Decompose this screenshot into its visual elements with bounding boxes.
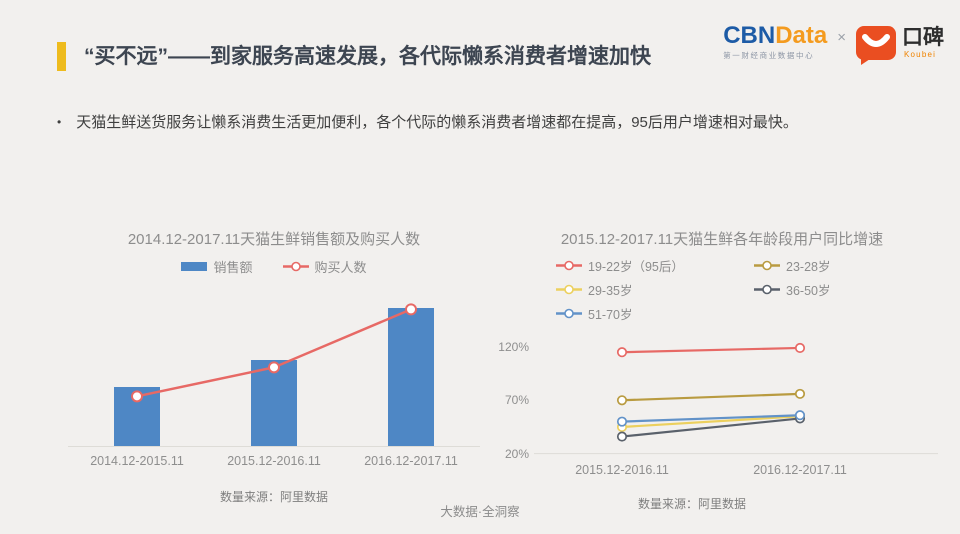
x-tick-label: 2015.12-2016.11 [575,463,669,477]
cbndata-logo: CBNData 第一财经商业数据中心 [723,24,827,61]
sales-chart: 2014.12-2017.11天猫生鲜销售额及购买人数 销售额 购买人数 2014… [68,228,480,505]
x-tick-label: 2014.12-2015.11 [90,454,184,468]
legend-item: 36-50岁 [754,280,944,299]
footer-watermark: 大数据·全洞察 [440,505,520,519]
sales-x-labels: 2014.12-2015.11 2015.12-2016.11 2016.12-20… [68,454,480,471]
bullet-text: 天猫生鲜送货服务让懒系消费生活更加便利，各个代际的懒系消费者增速都在提高，95后… [76,114,798,131]
koubei-logo-text: 口碑 Koubei [902,26,944,59]
legend-label: 36-50岁 [786,284,831,298]
x-tick-label: 2016.12-2017.11 [753,463,847,477]
cbndata-logo-cbn: CBN [723,22,776,49]
growth-source: 数量来源：阿里数据 [637,497,746,511]
growth-lines [534,342,938,455]
bullet-marker: • [57,115,62,129]
growth-chart: 2015.12-2017.11天猫生鲜各年龄段用户同比增速 19-22岁（95后… [498,228,944,512]
legend-label: 销售额 [213,259,253,275]
koubei-smile-icon [856,25,896,65]
x-tick-label: 2015.12-2016.11 [227,454,321,468]
header-logos: CBNData 第一财经商业数据中心 × 口碑 Koubei [723,24,944,65]
legend-line-swatch-icon [754,284,780,295]
legend-line-swatch-icon [556,284,582,295]
sales-bar [251,360,297,446]
y-tick-label: 20% [504,446,529,461]
legend-label: 19-22岁（95后） [588,260,684,274]
cbndata-logo-data: Data [775,22,828,49]
legend-line-swatch-icon [556,260,582,271]
sales-chart-title: 2014.12-2017.11天猫生鲜销售额及购买人数 [127,231,421,248]
growth-plot-wrap: 120% 70% 20% [498,333,944,461]
legend-line-swatch-icon [282,261,309,271]
koubei-logo: 口碑 Koubei [856,25,944,65]
growth-y-axis: 120% 70% 20% [498,333,534,461]
sales-chart-legend: 销售额 购买人数 [68,257,480,276]
sales-plot [68,282,480,447]
buyers-line [131,303,417,403]
cbndata-logo-text: CBNData [723,24,827,48]
sales-source: 数量来源：阿里数据 [219,490,328,504]
legend-item: 购买人数 [282,257,367,276]
growth-chart-title: 2015.12-2017.11天猫生鲜各年龄段用户同比增速 [560,231,884,248]
x-tick-label: 2016.12-2017.11 [364,454,458,468]
title-accent-bar [57,42,66,71]
logo-separator: × [837,29,846,46]
growth-chart-legend: 19-22岁（95后） 23-28岁 29-35岁 36-50岁 51-70岁 [556,256,944,323]
y-tick-label: 120% [498,339,529,354]
koubei-logo-name: 口碑 [902,25,944,49]
legend-line-swatch-icon [754,260,780,271]
koubei-logo-sub: Koubei [904,49,937,59]
legend-item: 29-35岁 [556,280,754,299]
legend-item: 51-70岁 [556,304,754,323]
cbndata-logo-subtitle: 第一财经商业数据中心 [723,51,815,60]
y-tick-label: 70% [504,393,529,408]
legend-item: 销售额 [181,257,253,276]
legend-line-swatch-icon [556,308,582,319]
legend-label: 29-35岁 [588,284,633,298]
legend-item: 19-22岁（95后） [556,256,754,275]
legend-label: 51-70岁 [588,308,633,322]
legend-label: 购买人数 [314,259,367,275]
bullet-point: • 天猫生鲜送货服务让懒系消费生活更加便利，各个代际的懒系消费者增速都在提高，9… [57,112,917,133]
legend-label: 23-28岁 [786,260,831,274]
legend-item: 23-28岁 [754,256,944,275]
sales-bar [388,308,434,446]
growth-x-labels: 2015.12-2016.11 2016.12-2017.11 [534,463,944,480]
page-title: “买不远”——到家服务高速发展，各代际懒系消费者增速加快 [84,45,651,68]
legend-bar-swatch-icon [181,261,208,271]
growth-plot [534,333,938,459]
